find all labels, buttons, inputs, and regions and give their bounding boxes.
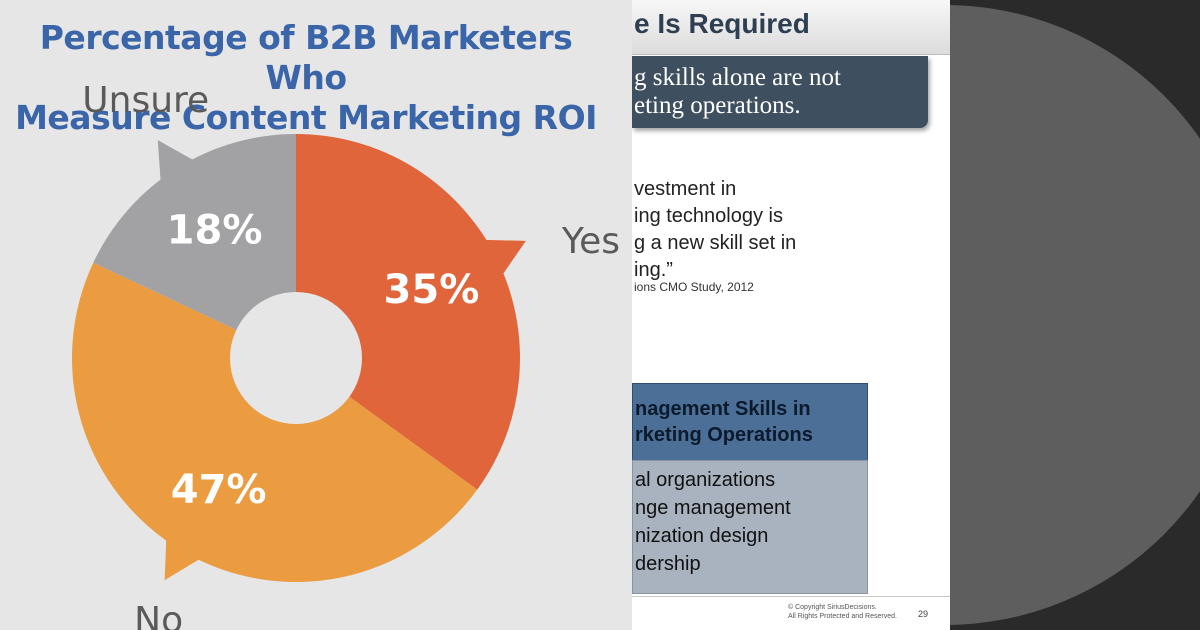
table-header-line: nagement Skills in (635, 398, 811, 420)
decorative-circle (950, 5, 1200, 625)
chart-title: Percentage of B2B Marketers Who Measure … (0, 18, 612, 138)
page-number: 29 (918, 609, 929, 619)
banner-line: g skills alone are not (634, 64, 841, 91)
banner-line: eting operations. (634, 92, 801, 119)
slide-footer-rule (632, 596, 950, 597)
table-row: dership (635, 553, 701, 575)
callout-pointer-yes (483, 239, 526, 276)
callout-pointer-no (164, 538, 201, 581)
chart-title-line-2: Measure Content Marketing ROI (15, 98, 597, 137)
quote-line: vestment in (634, 178, 737, 200)
table-row: al organizations (635, 469, 776, 491)
slide-banner: g skills alone are not eting operations. (632, 56, 928, 128)
table-row: nge management (635, 497, 791, 519)
chart-panel: Percentage of B2B Marketers Who Measure … (0, 0, 632, 630)
table-row: nization design (635, 525, 769, 547)
donut-hole (230, 292, 362, 424)
quote-line: ing technology is (634, 205, 783, 227)
pie-slice-unsure (93, 134, 296, 358)
quote-line: g a new skill set in (634, 232, 797, 254)
value-label-yes: 35% (384, 267, 480, 313)
skills-table-header: nagement Skills in rketing Operations (632, 383, 868, 461)
category-label-yes: Yes (561, 221, 620, 262)
value-label-no: 47% (171, 467, 267, 513)
right-panel (950, 0, 1200, 630)
category-label-no: No (134, 600, 183, 630)
chart-title-line-1: Percentage of B2B Marketers Who (39, 18, 573, 97)
quote-line: ing.” (634, 259, 673, 281)
copyright-line: All Rights Protected and Reserved. (788, 613, 897, 620)
pie-slice-yes (296, 134, 520, 490)
donut-chart: Yes No Unsure 35% 47% 18% (71, 80, 620, 630)
slide-header: e Is Required (632, 0, 950, 55)
pie-slice-no (71, 262, 478, 583)
skills-table-body: al organizations nge management nization… (632, 460, 868, 594)
value-label-unsure: 18% (167, 208, 263, 254)
slide-panel: e Is Required g skills alone are not eti… (632, 0, 950, 630)
table-header-line: rketing Operations (635, 424, 813, 446)
callout-pointer-unsure (157, 140, 195, 183)
quote-source: ions CMO Study, 2012 (634, 280, 754, 294)
category-label-unsure: Unsure (82, 80, 209, 121)
slide-heading: e Is Required (634, 8, 810, 39)
copyright-line: © Copyright SiriusDecisions. (788, 604, 877, 611)
